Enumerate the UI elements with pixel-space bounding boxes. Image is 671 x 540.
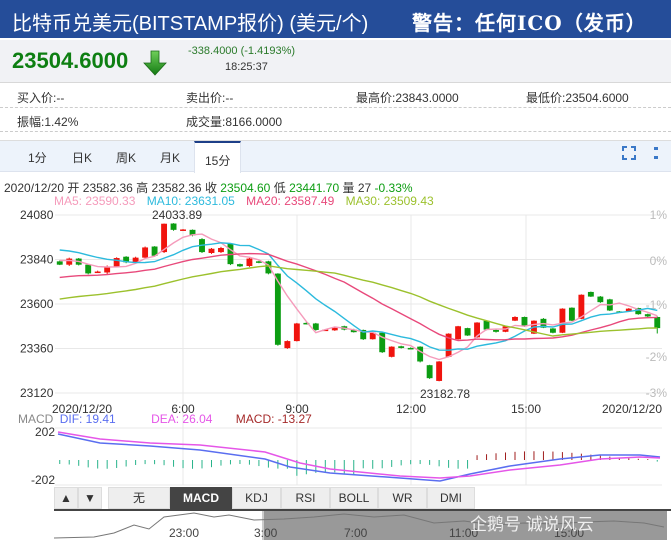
ohlc-info: 2020/12/20 开 23582.36 高 23582.36 收 23504… [4, 181, 413, 195]
watermark: 企鹅号 诚说风云 [470, 515, 594, 534]
bid-price: 买入价:-- [17, 91, 65, 105]
svg-text:-202: -202 [31, 473, 55, 487]
svg-text:23120: 23120 [20, 386, 54, 400]
indicator-kdj[interactable]: KDJ [232, 487, 281, 509]
quote-time: 18:25:37 [225, 61, 268, 73]
price-bar: 23504.6000 -338.4000 (-1.4193%) 18:25:37 [0, 40, 671, 83]
amplitude: 振幅:1.42% [17, 115, 79, 129]
ma5-value: MA5: 23590.33 [54, 194, 136, 208]
indicator-tabs: ▲ ▼ 无 MACD KDJ RSI BOLL WR DMI [54, 487, 475, 509]
svg-text:7:00: 7:00 [344, 526, 368, 540]
svg-text:12:00: 12:00 [396, 402, 426, 416]
tab-weekly[interactable]: 周K [116, 151, 137, 165]
indicator-rsi[interactable]: RSI [281, 487, 330, 509]
svg-text:9:00: 9:00 [285, 402, 309, 416]
low-price: 最低价:23504.6000 [526, 91, 629, 105]
move-down-button[interactable]: ▼ [78, 487, 102, 509]
svg-text:-3%: -3% [646, 386, 668, 400]
tab-15min[interactable]: 15分 [194, 141, 242, 173]
ask-price: 卖出价:-- [186, 91, 234, 105]
svg-text:24033.89: 24033.89 [152, 208, 202, 222]
svg-text:23360: 23360 [20, 342, 54, 356]
svg-text:-2%: -2% [646, 350, 668, 364]
current-price: 23504.6000 [12, 48, 129, 73]
indicator-boll[interactable]: BOLL [330, 487, 378, 509]
svg-text:24080: 24080 [20, 208, 54, 222]
tab-monthly[interactable]: 月K [160, 151, 181, 165]
page-title: 比特币兑美元(BITSTAMP报价) (美元/个) [12, 13, 369, 35]
indicator-none[interactable]: 无 [108, 487, 170, 509]
move-up-button[interactable]: ▲ [54, 487, 78, 509]
warning-banner: 警告：任何ICO（发币） [412, 11, 647, 35]
svg-text:23840: 23840 [20, 253, 54, 267]
ma20-value: MA20: 23587.49 [246, 194, 335, 208]
ma30-value: MA30: 23509.43 [345, 194, 434, 208]
down-arrow-icon [143, 50, 167, 76]
stats-panel: 买入价:-- 卖出价:-- 最高价:23843.0000 最低价:23504.6… [0, 84, 671, 132]
svg-text:23182.78: 23182.78 [420, 387, 470, 401]
svg-text:23600: 23600 [20, 297, 54, 311]
period-tabs: 1分 日K 周K 月K 15分 [0, 140, 671, 173]
price-change: -338.4000 (-1.4193%) [188, 45, 296, 57]
macd-legend: MACD DIF: 19.41 DEA: 26.04 MACD: -13.27 [18, 412, 312, 426]
indicator-dmi[interactable]: DMI [427, 487, 475, 509]
kline-chart[interactable]: 24080238402360023360231201%0%-1%-2%-3%20… [0, 205, 671, 487]
ma10-value: MA10: 23631.05 [146, 194, 235, 208]
svg-text:2020/12/20: 2020/12/20 [602, 402, 662, 416]
svg-text:15:00: 15:00 [511, 402, 541, 416]
high-price: 最高价:23843.0000 [356, 91, 459, 105]
title-bar: 比特币兑美元(BITSTAMP报价) (美元/个) 警告：任何ICO（发币） [0, 0, 671, 38]
indicator-macd[interactable]: MACD [170, 487, 232, 509]
tab-daily[interactable]: 日K [72, 151, 93, 165]
svg-text:3:00: 3:00 [254, 526, 278, 540]
svg-text:11:00: 11:00 [449, 526, 478, 540]
svg-text:23:00: 23:00 [169, 526, 199, 540]
volume: 成交量:8166.0000 [186, 115, 283, 129]
fullscreen-icon[interactable] [622, 146, 636, 160]
range-navigator[interactable]: 23:00 3:00 7:00 11:00 15:00 [54, 509, 671, 540]
svg-text:15:00: 15:00 [554, 526, 584, 540]
svg-text:6:00: 6:00 [171, 402, 195, 416]
indicator-wr[interactable]: WR [378, 487, 427, 509]
more-options-icon[interactable] [654, 146, 658, 162]
svg-text:2020/12/20: 2020/12/20 [52, 402, 112, 416]
svg-text:202: 202 [35, 425, 55, 439]
ma-legend: MA5: 23590.33 MA10: 23631.05 MA20: 23587… [54, 194, 442, 208]
tab-1min[interactable]: 1分 [28, 151, 47, 165]
svg-text:0%: 0% [650, 254, 668, 268]
svg-text:1%: 1% [650, 208, 668, 222]
